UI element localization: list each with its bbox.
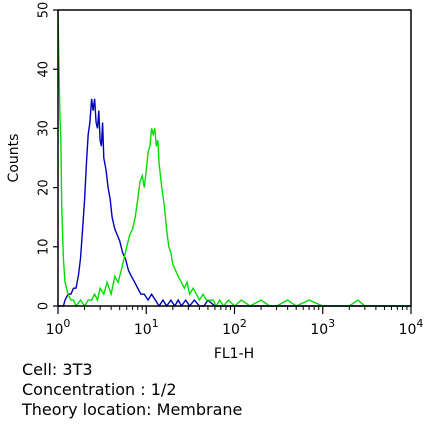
x-axis-label: FL1-H xyxy=(214,346,254,360)
y-tick-label: 10 xyxy=(37,239,52,256)
x-tick-label: 101 xyxy=(134,317,159,338)
x-tick-label: 104 xyxy=(399,317,424,338)
caption-concentration: Concentration : 1/2 xyxy=(22,380,177,399)
histogram-chart: 0 10 20 30 40 50 100 101 102 103 104 Counts FL1-H xyxy=(6,2,424,360)
y-tick-label: 40 xyxy=(37,61,52,78)
caption-cell: Cell: 3T3 xyxy=(22,360,93,379)
y-tick-label: 0 xyxy=(37,302,52,310)
y-tick-label: 30 xyxy=(37,120,52,137)
y-axis-label: Counts xyxy=(6,134,22,183)
series-line-1 xyxy=(58,98,411,308)
y-tick-label: 50 xyxy=(37,2,52,19)
x-tick-label: 103 xyxy=(310,317,335,338)
series-line-2 xyxy=(57,9,411,308)
y-tick-label: 20 xyxy=(37,179,52,196)
x-tick-label: 100 xyxy=(46,317,71,338)
x-tick-label: 102 xyxy=(222,317,247,338)
plot-frame xyxy=(57,9,412,307)
caption-theory-location: Theory location: Membrane xyxy=(22,400,243,419)
